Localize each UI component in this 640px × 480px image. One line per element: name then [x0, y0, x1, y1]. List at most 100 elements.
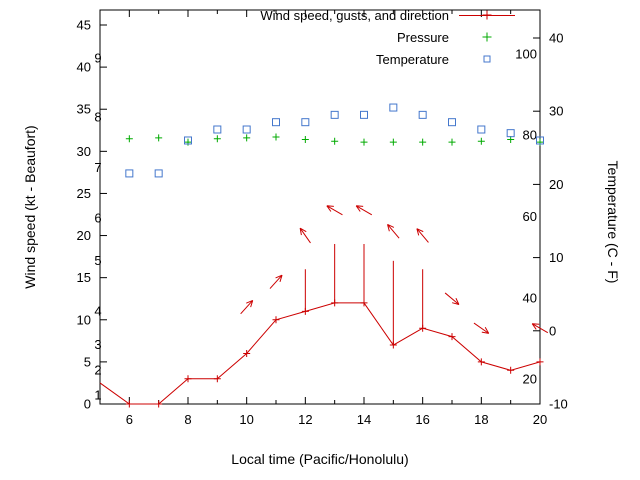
wind-direction-arrow	[269, 274, 283, 289]
temperature-point	[477, 125, 486, 134]
pressure-point	[389, 138, 397, 146]
wind-direction-arrow	[444, 292, 460, 305]
temperature-square-icon	[459, 51, 515, 67]
x-tick-label: 16	[415, 412, 429, 427]
pressure-point	[213, 135, 221, 143]
beaufort-scale-label: 6	[94, 211, 101, 226]
wind-direction-arrow	[531, 323, 549, 334]
beaufort-scale-label: 4	[94, 303, 101, 318]
y-right-tick-label: 0	[549, 323, 556, 338]
legend-label-temperature: Temperature	[376, 51, 449, 67]
temperature-point	[154, 169, 163, 178]
plot-border	[99, 9, 541, 405]
fahrenheit-scale-label: 80	[523, 128, 537, 143]
temperature-point	[418, 110, 427, 119]
plus-marker-icon	[482, 10, 492, 20]
pressure-point	[360, 138, 368, 146]
plus-marker-icon	[482, 32, 492, 42]
temperature-point	[272, 118, 280, 127]
x-tick-label: 12	[298, 412, 312, 427]
wind-direction-arrowhead	[416, 228, 420, 236]
wind-speed-point	[301, 307, 309, 315]
wind-speed-point	[213, 375, 221, 383]
wind-direction-arrowhead	[532, 323, 540, 325]
x-tick-label: 8	[184, 412, 191, 427]
wind-direction-arrowhead	[326, 205, 332, 212]
fahrenheit-scale-label: 20	[523, 372, 537, 387]
pressure-point	[301, 136, 309, 144]
beaufort-scale-label: 2	[94, 362, 101, 377]
pressure-point	[125, 135, 133, 143]
legend-label-pressure: Pressure	[396, 29, 449, 45]
y-left-tick-label: 10	[77, 312, 91, 327]
temperature-point	[184, 136, 192, 145]
wind-direction-arrowhead	[455, 297, 460, 305]
wind-direction-arrowhead	[250, 300, 254, 308]
y-axis-label-left: Wind speed (kt - Beaufort)	[22, 125, 38, 289]
wind-direction-arrowhead	[299, 227, 307, 233]
wind-speed-point	[477, 358, 485, 366]
legend-label-wind: Wind speed, gusts, and direction	[260, 7, 449, 23]
wind-speed-point	[243, 349, 251, 357]
wind-direction-arrowhead	[279, 275, 283, 283]
wind-speed-point	[125, 400, 133, 408]
wind-direction-arrowhead	[299, 228, 302, 236]
beaufort-scale-label: 8	[94, 110, 101, 125]
pressure-plus-icon	[459, 29, 515, 45]
legend-item-temperature: Temperature	[376, 48, 515, 70]
wind-speed-point	[184, 375, 192, 383]
temperature-point	[536, 136, 544, 145]
square-marker-icon	[483, 55, 491, 63]
pressure-point	[536, 138, 544, 146]
pressure-point	[272, 133, 280, 141]
x-tick-label: 20	[533, 412, 547, 427]
wind-direction-arrowhead	[246, 299, 253, 304]
pressure-point	[477, 137, 485, 145]
wind-speed-point	[331, 299, 339, 307]
y-left-tick-label: 40	[77, 60, 91, 75]
wind-speed-point	[389, 341, 397, 349]
fahrenheit-scale-label: 60	[523, 209, 537, 224]
pressure-point	[243, 134, 251, 142]
beaufort-scale-label: 1	[94, 388, 101, 403]
wind-direction-arrowhead	[387, 224, 390, 232]
wind-speed-point	[155, 400, 163, 408]
x-axis-label: Local time (Pacific/Honolulu)	[231, 451, 409, 467]
pressure-point	[331, 137, 339, 145]
pressure-point	[155, 134, 163, 142]
wind-direction-arrowhead	[484, 327, 490, 334]
y-left-tick-label: 25	[77, 186, 91, 201]
wind-speed-point	[419, 324, 427, 332]
temperature-point	[213, 125, 222, 134]
temperature-point	[389, 103, 398, 112]
temperature-point	[330, 110, 339, 119]
wind-direction-arrowhead	[275, 274, 283, 279]
temperature-point	[301, 118, 310, 127]
y-left-tick-label: 15	[77, 270, 91, 285]
x-tick-label: 14	[357, 412, 371, 427]
y-left-tick-label: 45	[77, 18, 91, 33]
y-left-tick-label: 35	[77, 102, 91, 117]
y-right-tick-label: -10	[549, 397, 568, 412]
beaufort-scale-label: 9	[94, 51, 101, 66]
wind-speed-point	[272, 316, 280, 324]
y-right-tick-label: 20	[549, 177, 563, 192]
beaufort-scale-label: 5	[94, 253, 101, 268]
wind-direction-arrowhead	[531, 323, 537, 330]
wind-speed-point	[360, 299, 368, 307]
pressure-point	[448, 138, 456, 146]
wind-direction-arrowhead	[481, 331, 489, 334]
wind-speed-point	[448, 333, 456, 341]
x-tick-label: 18	[474, 412, 488, 427]
y-left-tick-label: 20	[77, 228, 91, 243]
wind-line-plus-icon	[459, 7, 515, 23]
fahrenheit-scale-label: 40	[523, 290, 537, 305]
temperature-point	[360, 110, 368, 119]
fahrenheit-scale-label: 100	[515, 46, 537, 61]
pressure-point	[507, 136, 515, 144]
y-left-tick-label: 0	[84, 397, 91, 412]
wind-direction-arrowhead	[326, 205, 334, 207]
wind-direction-arrow	[240, 300, 254, 315]
